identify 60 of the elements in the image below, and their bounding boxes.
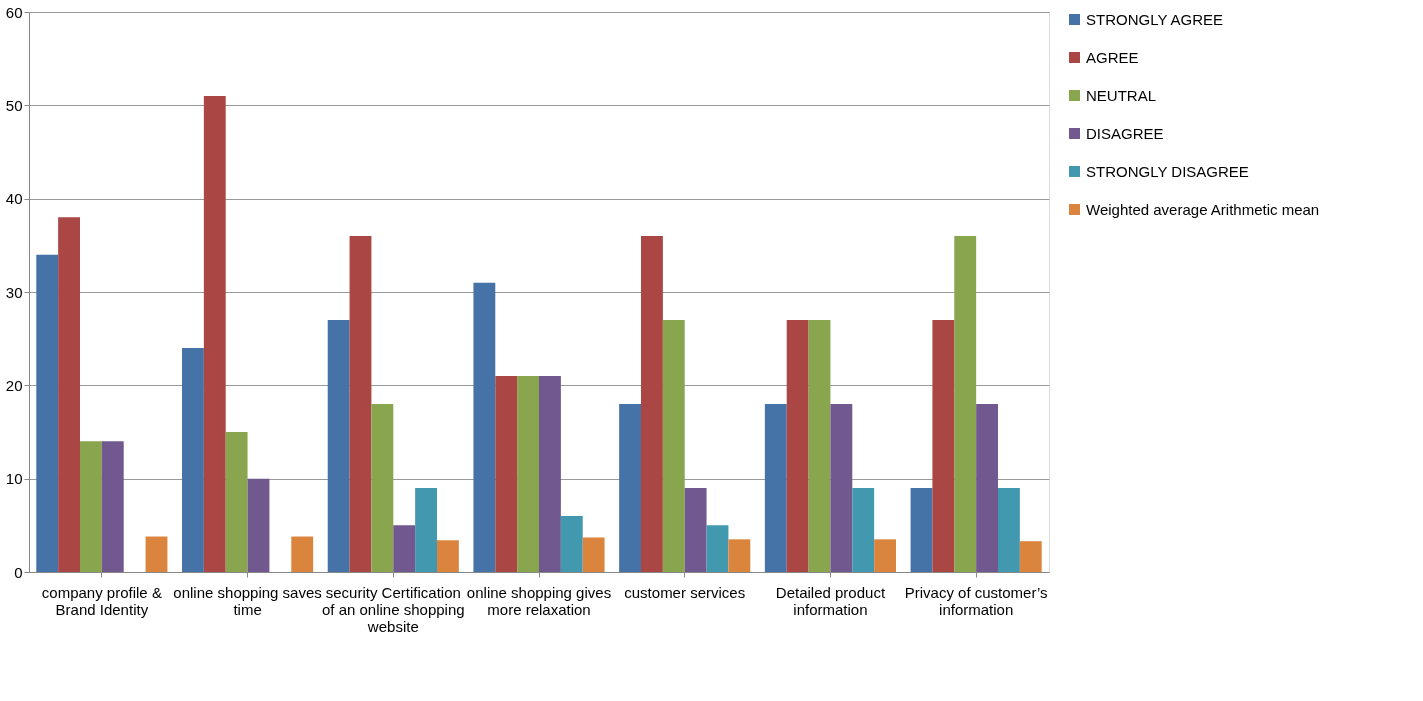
bar (662, 320, 685, 572)
bar (182, 348, 204, 572)
legend-label: NEUTRAL (1086, 86, 1157, 104)
x-tick-label: Detailed product information (775, 583, 886, 618)
x-tick-label: company profile & Brand Identity (41, 583, 162, 618)
x-tick-label: customer services (624, 583, 746, 601)
bar (291, 536, 314, 572)
bar (910, 488, 933, 572)
bar (203, 96, 226, 572)
bar (145, 536, 168, 572)
bar (728, 539, 751, 572)
bar (437, 540, 459, 572)
bar (101, 441, 124, 572)
bar (1019, 541, 1042, 572)
y-tick-label: 0 (14, 563, 23, 581)
bar (976, 404, 998, 572)
x-tick-label: Privacy of customer’s information (904, 583, 1048, 618)
bar (560, 516, 583, 572)
bar (327, 320, 350, 572)
bar (786, 320, 809, 572)
x-tick-label: security Certification of an online shopping website (321, 583, 465, 635)
bar (954, 236, 977, 572)
bar (371, 404, 394, 572)
bar (619, 404, 641, 572)
legend-label: AGREE (1086, 48, 1139, 66)
bar (852, 488, 875, 572)
legend-label: DISAGREE (1086, 124, 1164, 142)
bar (764, 404, 787, 572)
bar (539, 376, 561, 572)
x-tick-label: online shopping gives more relaxation (466, 583, 612, 618)
y-tick-label: 20 (5, 376, 23, 394)
bar (58, 217, 80, 572)
bar (517, 376, 539, 572)
bar (874, 539, 896, 572)
bar (830, 404, 853, 572)
y-tick-label: 60 (5, 3, 23, 21)
bar (932, 320, 955, 572)
bar (641, 236, 663, 572)
bar (495, 376, 518, 572)
legend-label: Weighted average Arithmetic mean (1086, 200, 1320, 218)
y-tick-label: 50 (5, 96, 23, 114)
bar (582, 537, 605, 572)
bar (684, 488, 707, 572)
bar (706, 525, 729, 572)
bar (998, 488, 1020, 572)
legend-label: STRONGLY DISAGREE (1086, 162, 1249, 180)
y-tick-label: 10 (5, 470, 23, 488)
y-tick-label: 40 (5, 190, 23, 208)
bar (36, 254, 59, 572)
bar (393, 525, 416, 572)
bar (808, 320, 831, 572)
y-tick-label: 30 (5, 283, 23, 301)
bar (473, 282, 496, 572)
bar (415, 488, 437, 572)
bar (247, 478, 270, 572)
bar (80, 441, 102, 572)
bar (349, 236, 372, 572)
bar (225, 432, 248, 572)
legend-label: STRONGLY AGREE (1086, 10, 1223, 28)
x-tick-label: online shopping saves time (173, 583, 322, 618)
